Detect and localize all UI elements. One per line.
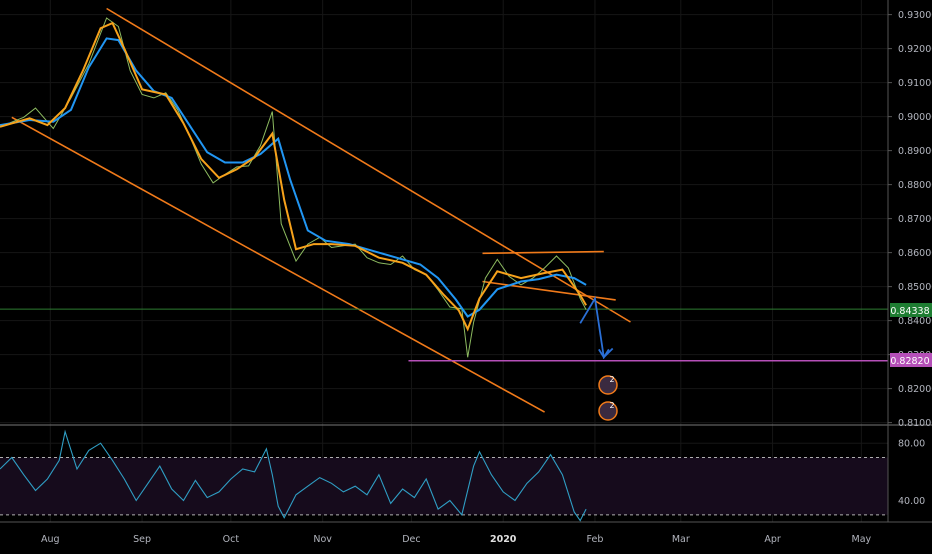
rsi-line xyxy=(0,429,587,522)
channel-lower-line[interactable] xyxy=(11,116,545,413)
rsi-band-fill xyxy=(0,457,888,515)
event-marker-1[interactable]: 2 xyxy=(598,375,618,395)
rsi-band xyxy=(0,457,888,516)
event-marker-2[interactable]: 2 xyxy=(598,401,618,421)
support-price-tag: 0.82820 xyxy=(890,353,932,367)
time-axis[interactable]: Aug Sep Oct Nov Dec 2020 Feb Mar Apr May xyxy=(41,534,872,545)
event-marker-1-count: 2 xyxy=(609,375,614,384)
current-price-tag-box xyxy=(890,303,932,317)
time-tick-label: Aug xyxy=(41,534,60,545)
rsi-tick-label: 80.00 xyxy=(898,439,925,450)
rsi-axis[interactable]: 80.00 40.00 xyxy=(898,439,925,507)
ema-fast-line xyxy=(0,21,587,332)
projection-arrow[interactable] xyxy=(579,295,614,360)
range-lower-line[interactable] xyxy=(482,280,616,301)
price-series xyxy=(0,17,587,358)
event-marker-1-icon[interactable] xyxy=(598,375,618,395)
current-price-label: 0.84338 xyxy=(890,306,929,317)
ema-slow-line xyxy=(0,37,587,318)
price-line xyxy=(0,17,587,358)
event-marker-2-count: 2 xyxy=(609,401,614,410)
support-price-label: 0.82820 xyxy=(890,356,929,367)
event-marker-2-icon[interactable] xyxy=(598,401,618,421)
time-tick-label: May xyxy=(852,534,872,545)
projection-arrow-head xyxy=(598,348,610,360)
time-tick-label: Feb xyxy=(587,534,604,545)
rsi-series xyxy=(0,429,587,522)
time-tick-label: 2020 xyxy=(490,534,517,545)
range-upper-line[interactable] xyxy=(482,250,604,255)
price-tick-label: 0.81000 xyxy=(898,418,932,429)
time-tick-label: Oct xyxy=(223,534,240,545)
time-tick-label: Nov xyxy=(313,534,332,545)
current-price-tag: 0.84338 xyxy=(890,303,932,317)
time-tick-label: Mar xyxy=(672,534,690,545)
time-tick-label: Apr xyxy=(764,534,781,545)
support-price-tag-box xyxy=(890,353,932,367)
time-tick-label: Sep xyxy=(133,534,151,545)
rsi-tick-label: 40.00 xyxy=(898,496,925,507)
time-tick-label: Dec xyxy=(402,534,420,545)
